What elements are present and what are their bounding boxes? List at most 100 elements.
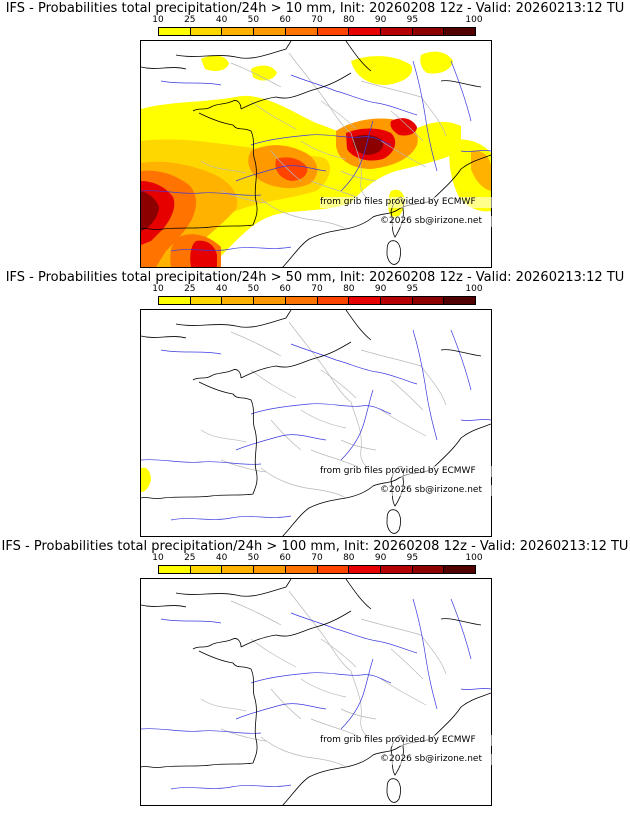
coastline <box>440 80 482 88</box>
colorbar-segment <box>222 297 255 304</box>
colorbar-segment <box>412 297 445 304</box>
credit-source: from grib files provided by ECMWF <box>320 735 626 746</box>
colorbar-segment <box>159 28 191 35</box>
colorbar-tick-label: 50 <box>247 284 260 294</box>
precip-probability-area <box>141 191 159 231</box>
river <box>250 134 392 146</box>
colorbar-labels: 10 25 40 50 60 70 80 90 95 100 <box>152 553 482 565</box>
river <box>340 658 374 730</box>
river <box>170 784 292 790</box>
coastline <box>192 638 242 650</box>
credit-copyright: ©2026 sb@irizone.net <box>380 485 626 496</box>
colorbar-segment <box>285 28 318 35</box>
colorbar-tick-label: 60 <box>279 553 291 563</box>
colorbar-segment <box>380 28 413 35</box>
colorbar-segment <box>444 566 476 573</box>
admin-border <box>200 429 247 443</box>
colorbar-tick-label: 95 <box>406 553 419 563</box>
admin-border <box>270 688 302 720</box>
coastline-sardinia <box>386 778 401 803</box>
river <box>160 618 222 624</box>
colorbar-tick-label: 10 <box>152 284 164 294</box>
colorbar-tick-label: 70 <box>311 15 323 25</box>
colorbar-segment <box>444 297 476 304</box>
probability-map <box>140 578 492 806</box>
precip-probability-area <box>420 51 453 74</box>
admin-border <box>320 369 357 399</box>
admin-border <box>380 140 427 168</box>
colorbar-tick-label: 40 <box>215 284 228 294</box>
colorbar-segment <box>285 297 318 304</box>
river <box>141 190 262 196</box>
colorbar-tick-label: 70 <box>311 553 323 563</box>
coastline-sardinia <box>386 509 401 534</box>
river <box>235 703 327 720</box>
colorbar-segment <box>349 566 381 573</box>
river <box>250 403 392 415</box>
probability-map <box>140 40 492 268</box>
colorbar-tick-label: 80 <box>343 553 355 563</box>
coastline <box>141 604 187 608</box>
admin-border <box>310 180 357 198</box>
coastline <box>240 610 352 648</box>
colorbar-segment <box>444 28 476 35</box>
colorbar-segment <box>190 297 223 304</box>
colorbar-segment <box>317 28 350 35</box>
precip-probability-area <box>352 134 384 155</box>
admin-border <box>360 80 447 137</box>
map-panel-10mm: IFS - Probabilities total precipitation/… <box>0 0 630 270</box>
river <box>450 60 472 122</box>
river <box>160 80 222 86</box>
credit-source: from grib files provided by ECMWF <box>320 197 626 208</box>
colorbar-tick-label: 40 <box>215 553 228 563</box>
colorbar-segment <box>285 566 318 573</box>
colorbar-tick-label: 10 <box>152 15 164 25</box>
admin-border <box>220 728 267 742</box>
map-panel-50mm: IFS - Probabilities total precipitation/… <box>0 269 630 539</box>
colorbar-tick-label: 60 <box>279 284 291 294</box>
precip-probability-area <box>201 55 229 71</box>
colorbar <box>158 296 476 305</box>
admin-border <box>250 100 297 130</box>
river <box>235 165 327 182</box>
colorbar-segment <box>412 28 445 35</box>
admin-border <box>260 736 347 768</box>
river <box>250 672 392 684</box>
colorbar-segment <box>380 297 413 304</box>
credit-copyright: ©2026 sb@irizone.net <box>380 216 626 227</box>
coastline <box>192 369 242 381</box>
admin-border <box>260 198 347 230</box>
coastline <box>282 200 432 267</box>
colorbar-tick-label: 25 <box>184 553 196 563</box>
colorbar-segment <box>190 566 223 573</box>
precip-probability-area <box>275 157 308 181</box>
colorbar-tick-label: 100 <box>465 284 483 294</box>
colorbar-segment <box>317 297 350 304</box>
colorbar-tick-label: 40 <box>215 15 228 25</box>
admin-border <box>340 708 377 720</box>
admin-border <box>288 590 374 742</box>
colorbar-tick-label: 90 <box>374 284 387 294</box>
admin-border <box>300 140 347 160</box>
admin-border <box>390 110 424 142</box>
colorbar-tick-label: 80 <box>343 15 355 25</box>
colorbar-segment <box>159 566 191 573</box>
precip-probability-area <box>141 467 151 492</box>
colorbar-tick-label: 95 <box>406 15 419 25</box>
river <box>290 612 418 654</box>
precip-probability-area <box>351 56 413 85</box>
admin-border <box>320 638 357 668</box>
coastline <box>345 41 372 72</box>
admin-border <box>288 52 374 204</box>
admin-border <box>230 600 282 626</box>
river <box>412 598 438 710</box>
colorbar-tick-label: 100 <box>465 15 483 25</box>
river <box>450 329 472 391</box>
admin-border <box>300 409 347 429</box>
colorbar-tick-label: 25 <box>184 284 196 294</box>
coastline <box>440 618 482 626</box>
colorbar-tick-label: 60 <box>279 15 291 25</box>
river <box>141 728 262 734</box>
colorbar-segment <box>190 28 223 35</box>
river <box>290 74 418 116</box>
